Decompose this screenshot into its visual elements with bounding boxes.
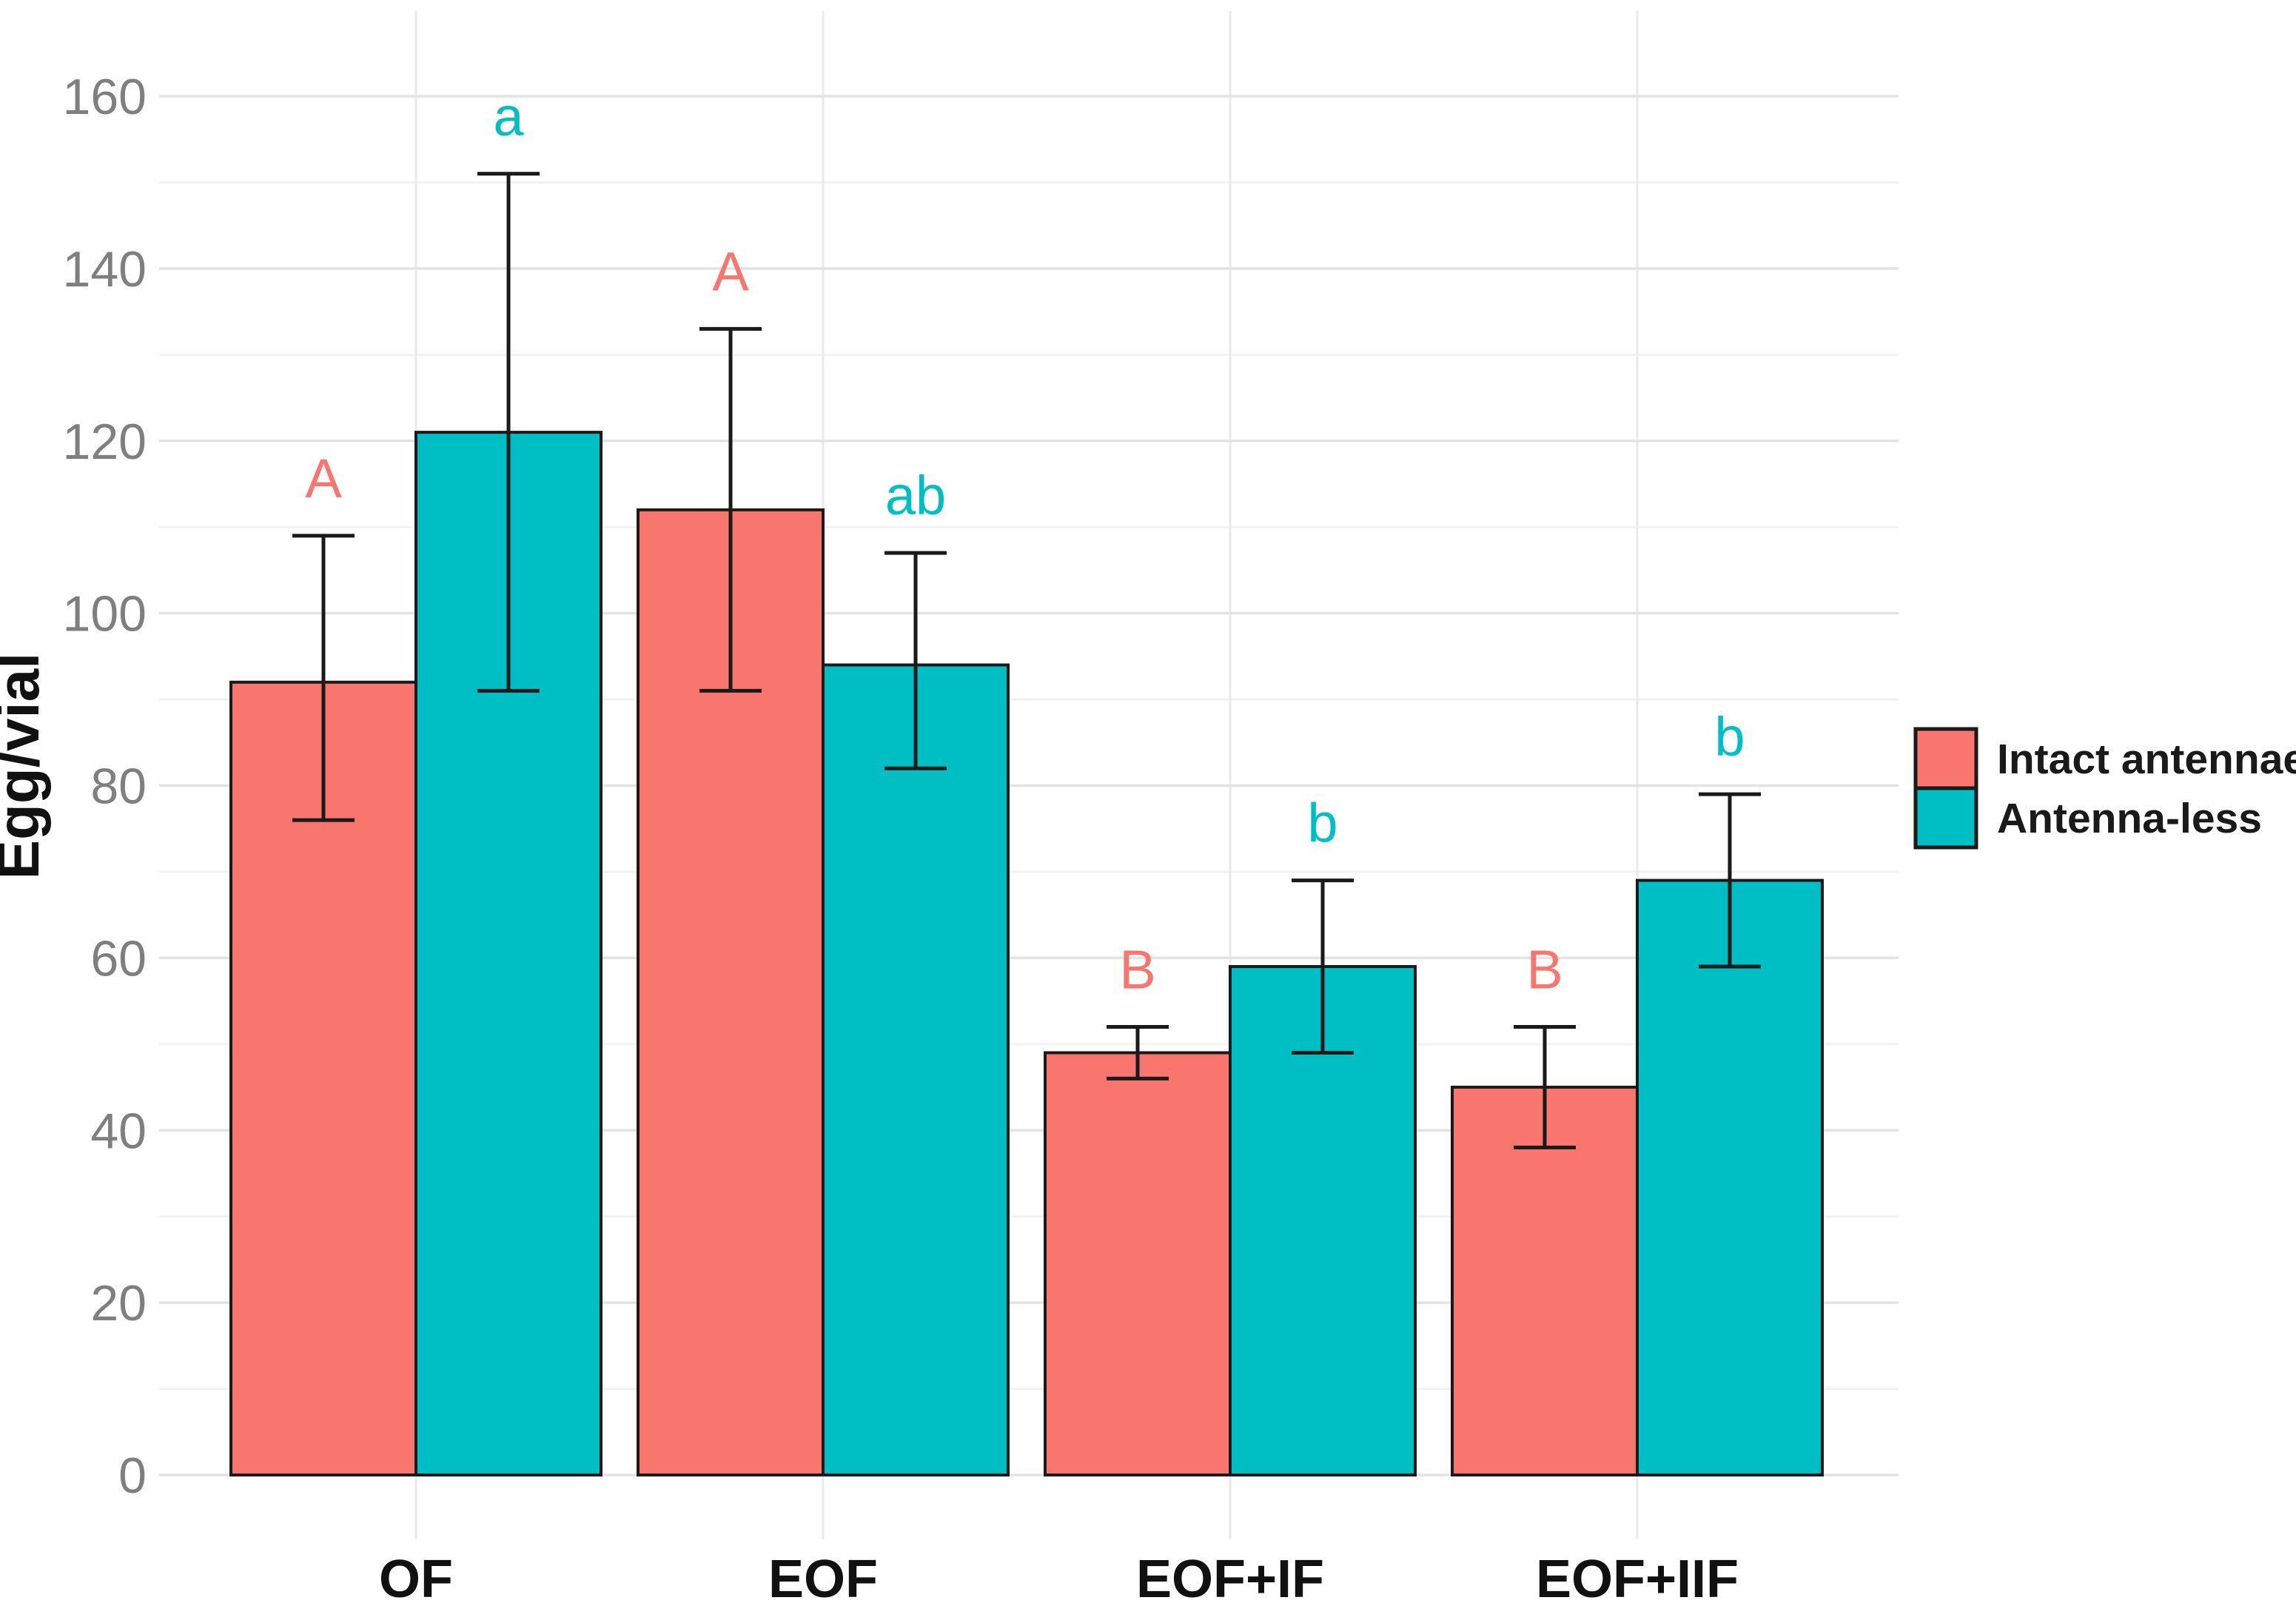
x-tick-label-EOF: EOF [768,1550,878,1609]
x-tick-label-OF: OF [379,1550,453,1609]
legend-label-antenna-less: Antenna-less [1997,795,2262,842]
y-tick-label-40: 40 [90,1103,147,1159]
sig-letter-EOF-0: A [712,241,749,302]
y-tick-label-160: 160 [63,69,147,125]
bar-antenna-less-EOF [822,663,1010,1476]
y-tick-label-60: 60 [90,930,147,987]
x-tick-label-EOF+IIF: EOF+IIF [1536,1550,1739,1609]
error-bars-layer [292,172,1761,1150]
y-axis-title: Egg/vial [0,653,51,880]
legend-key-intact-antennae [1913,727,1978,790]
bar-antenna-less-EOF+IIF [1636,878,1824,1477]
y-tick-label-100: 100 [63,586,147,642]
bar-intact-antennae-EOF+IF [1044,1051,1232,1477]
sig-letter-EOF+IF-0: B [1119,939,1155,1001]
sig-letter-OF-1: a [493,86,524,147]
bar-intact-antennae-EOF+IIF [1451,1086,1639,1476]
axis-labels-layer: Egg/vial 0 20 40 60 80 100 120 140 160 OF EOF EOF+I… [0,69,1739,1609]
y-tick-label-120: 120 [63,414,147,470]
y-tick-label-80: 80 [90,759,147,815]
sig-letter-EOF-1: ab [885,465,946,526]
sig-letter-EOF+IIF-0: B [1526,939,1562,1001]
y-tick-label-20: 20 [90,1275,147,1331]
significance-letters-layer: Aa Aab Bb Bb [305,86,1745,1001]
y-tick-label-0: 0 [118,1448,147,1504]
x-tick-label-EOF+IF: EOF+IF [1136,1550,1324,1609]
legend: Intact antennae Antenna-less [1913,727,2296,850]
legend-label-intact-antennae: Intact antennae [1997,736,2296,783]
sig-letter-EOF+IIF-1: b [1714,706,1745,767]
sig-letter-OF-0: A [305,448,342,509]
bars-layer [229,431,1824,1477]
legend-key-antenna-less [1913,786,1978,850]
y-tick-label-140: 140 [63,241,147,298]
sig-letter-EOF+IF-1: b [1307,793,1337,854]
